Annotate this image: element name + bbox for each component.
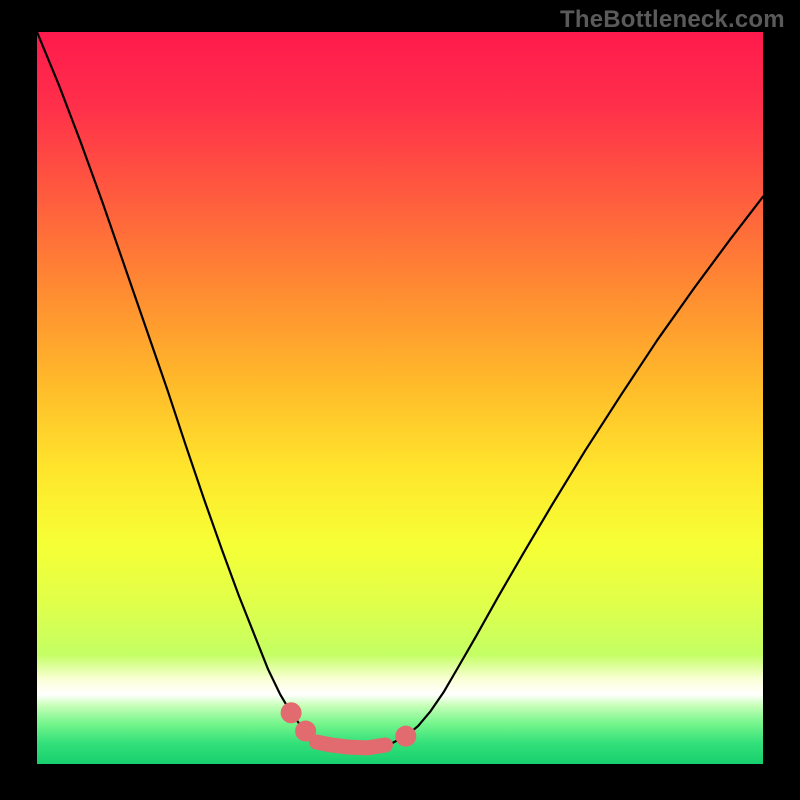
gradient-background — [37, 32, 763, 764]
chart-frame: TheBottleneck.com — [0, 0, 800, 800]
valley-marker-dot — [281, 702, 302, 723]
valley-marker-dot — [295, 721, 316, 742]
valley-highlight-stroke — [317, 742, 386, 748]
valley-marker-dot — [395, 726, 416, 747]
bottleneck-valley-chart — [37, 32, 763, 764]
watermark-text: TheBottleneck.com — [560, 6, 785, 34]
